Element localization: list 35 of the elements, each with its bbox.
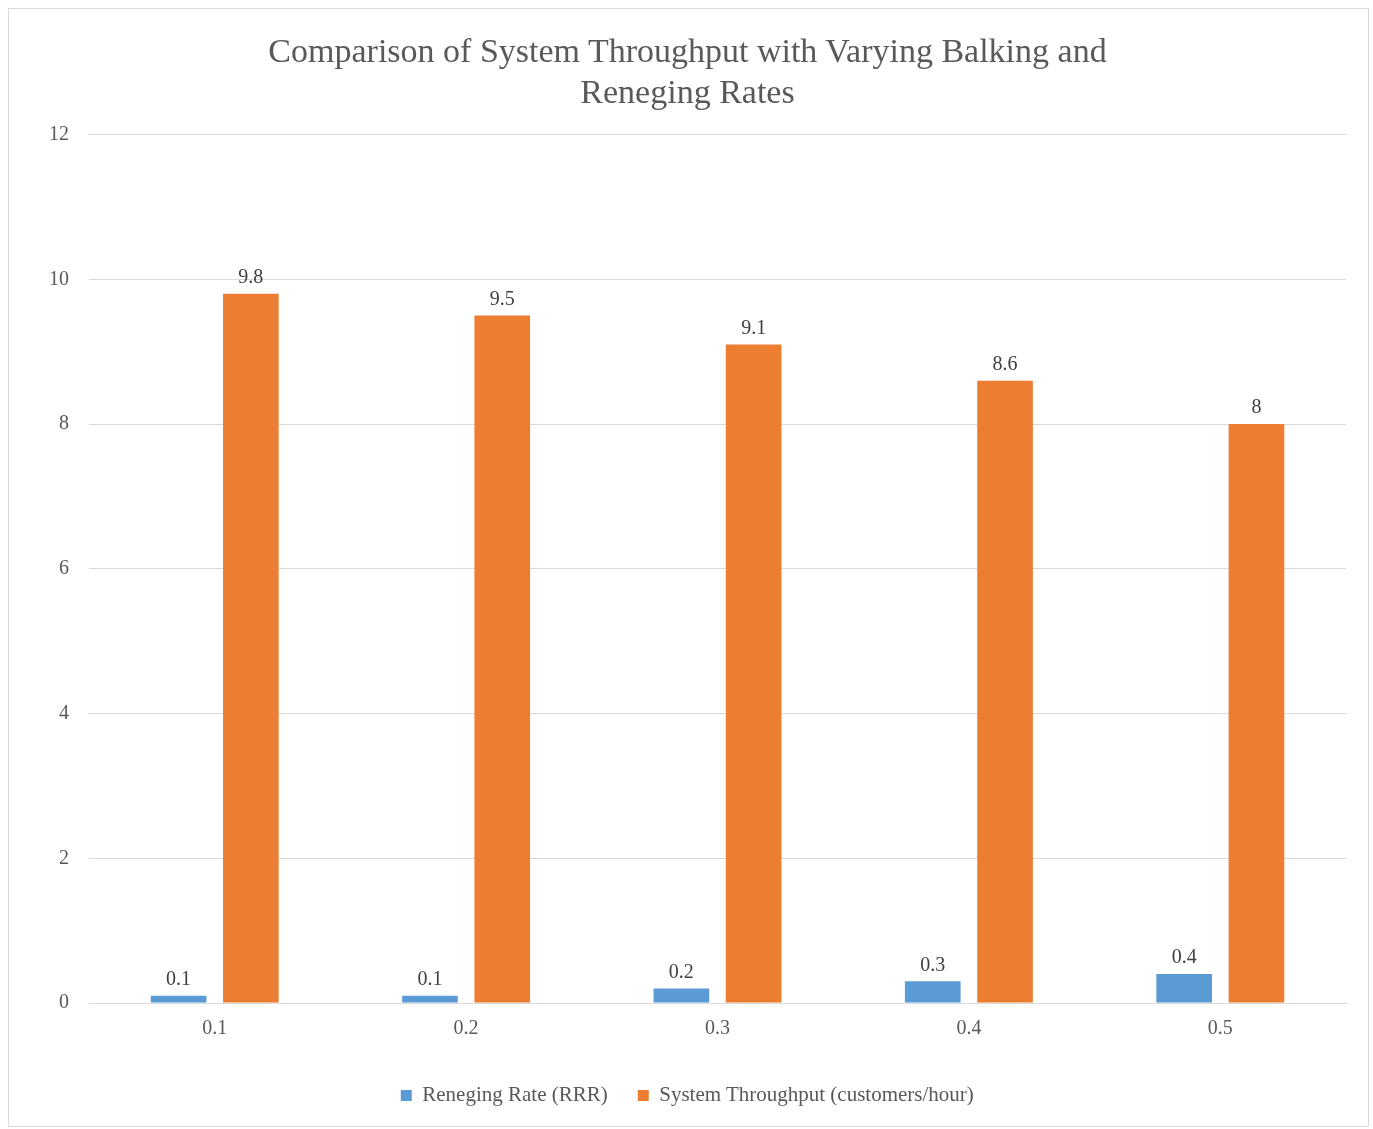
- y-tick-label: 2: [59, 845, 69, 868]
- data-label: 8: [1251, 395, 1262, 418]
- bar: [977, 380, 1033, 1003]
- bar: [474, 315, 531, 1003]
- x-tick-label: 0.5: [1207, 1016, 1233, 1039]
- y-tick-label: 12: [49, 121, 69, 144]
- bar: [904, 981, 961, 1003]
- bar: [223, 293, 279, 1003]
- bar: [725, 344, 782, 1003]
- data-label: 0.4: [1171, 945, 1197, 968]
- data-label: 0.1: [166, 967, 192, 990]
- data-label: 0.3: [920, 952, 946, 975]
- data-label: 9.5: [489, 286, 515, 309]
- legend-label: System Throughput (customers/hour): [659, 1082, 974, 1107]
- x-tick-label: 0.3: [705, 1016, 730, 1039]
- bar: [1156, 974, 1212, 1003]
- x-tick-label: 0.2: [453, 1016, 479, 1039]
- data-label: 9.8: [238, 265, 264, 288]
- y-tick-label: 0: [59, 990, 69, 1013]
- y-tick-label: 10: [49, 266, 69, 289]
- data-label: 0.1: [417, 967, 443, 990]
- bar: [150, 995, 207, 1003]
- y-tick-label: 8: [59, 411, 69, 434]
- bar: [1228, 424, 1285, 1003]
- x-tick-label: 0.1: [202, 1016, 228, 1039]
- bar: [653, 988, 710, 1003]
- chart-title: Comparison of System Throughput with Varying Balking and Reneging Rates: [268, 32, 1107, 111]
- y-tick-label: 6: [59, 556, 69, 579]
- data-label: 9.1: [741, 315, 767, 338]
- bar: [402, 995, 458, 1003]
- x-tick-label: 0.4: [956, 1016, 982, 1039]
- data-label: 0.2: [668, 959, 694, 982]
- legend-label: Reneging Rate (RRR): [422, 1082, 608, 1107]
- data-label: 8.6: [992, 351, 1018, 374]
- y-tick-label: 4: [59, 700, 69, 723]
